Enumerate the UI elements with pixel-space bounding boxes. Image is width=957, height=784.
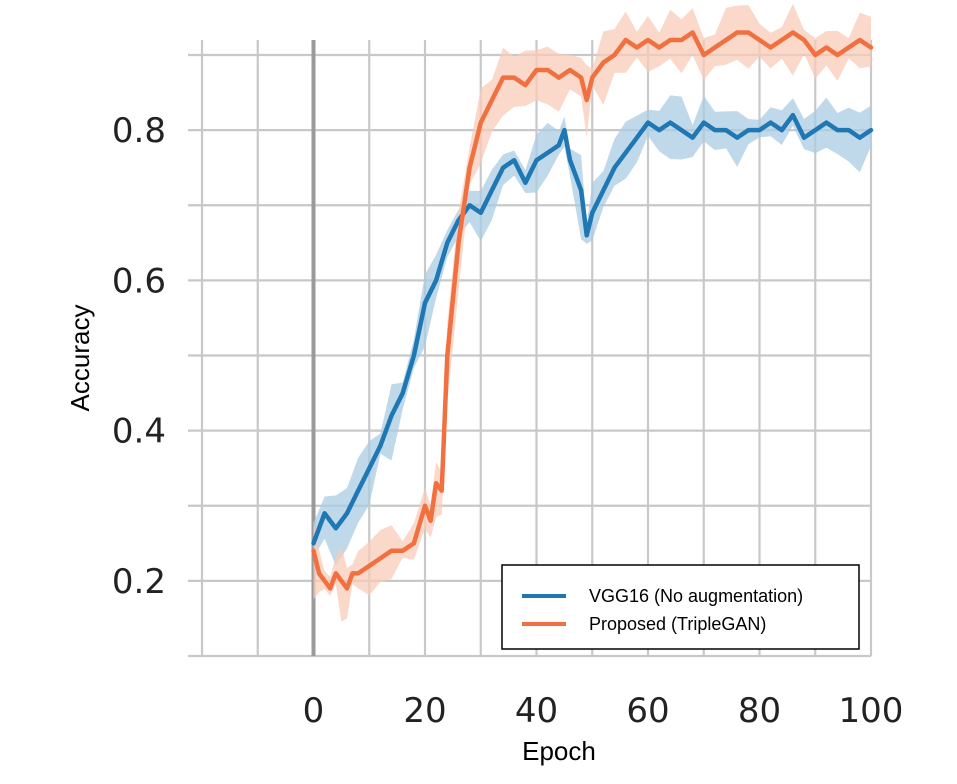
y-tick-label: 0.2 — [112, 562, 166, 602]
x-axis-label: Epoch — [522, 736, 596, 766]
x-tick-label: 20 — [403, 691, 446, 731]
variance-band-0 — [313, 95, 871, 566]
legend-label-proposed: Proposed (TripleGAN) — [589, 614, 766, 634]
y-tick-label: 0.4 — [112, 412, 166, 452]
x-tick-label: 0 — [303, 691, 325, 731]
variance-band-1 — [313, 3, 871, 622]
x-tick-label: 100 — [839, 691, 904, 731]
y-axis-label: Accuracy — [65, 305, 95, 412]
series-lines — [311, 30, 874, 591]
series-line-0 — [311, 112, 874, 546]
series-line-1 — [311, 30, 874, 591]
x-tick-label: 60 — [626, 691, 669, 731]
y-tick-label: 0.6 — [112, 261, 166, 301]
x-tick-label: 40 — [515, 691, 558, 731]
y-tick-labels: 0.2 0.4 0.6 0.8 — [112, 111, 166, 602]
legend: VGG16 (No augmentation) Proposed (Triple… — [501, 564, 860, 650]
variance-bands — [313, 3, 871, 622]
x-tick-label: 80 — [738, 691, 781, 731]
legend-label-vgg16: VGG16 (No augmentation) — [589, 586, 803, 606]
y-tick-label: 0.8 — [112, 111, 166, 151]
legend-box — [501, 564, 860, 650]
x-tick-labels: 0 20 40 60 80 100 — [303, 691, 904, 731]
